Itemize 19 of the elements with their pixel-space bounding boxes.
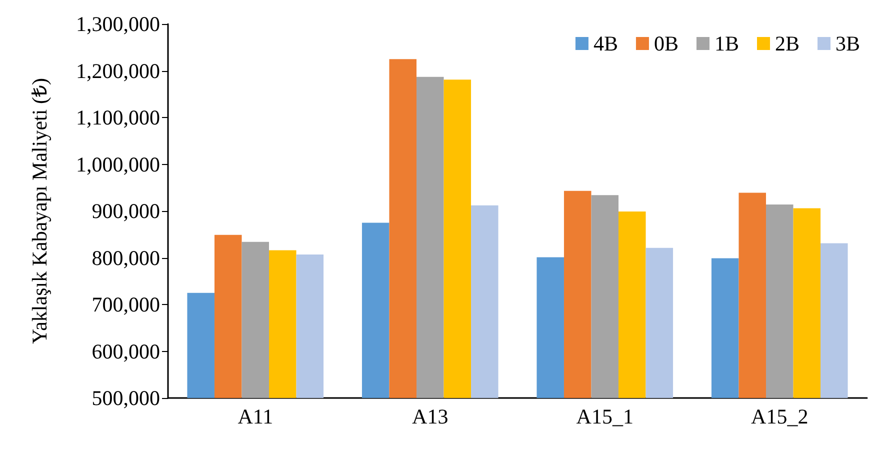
y-tick-label: 800,000 [92,246,160,270]
x-tick-label: A15_2 [751,404,808,428]
y-tick-label: 900,000 [92,199,160,223]
legend-label: 1B [714,32,739,56]
legend-label: 4B [593,32,618,56]
legend-label: 0B [654,32,678,56]
x-tick-label: A15_1 [576,404,634,428]
y-tick-label: 600,000 [92,339,160,364]
y-tick-label: 1,000,000 [76,152,160,176]
legend-label: 3B [835,32,860,56]
y-axis-title: Yaklaşık Kabayapı Maliyeti (₺) [28,78,52,344]
y-tick-label: 700,000 [92,292,160,316]
y-tick-label: 1,300,000 [76,12,160,36]
y-tick-label: 1,100,000 [76,106,160,130]
x-tick-label: A13 [412,404,448,428]
y-tick-label: 1,200,000 [76,58,160,83]
x-tick-label: A11 [238,404,274,428]
y-tick-label: 500,000 [92,386,160,410]
legend-label: 2B [774,32,800,56]
